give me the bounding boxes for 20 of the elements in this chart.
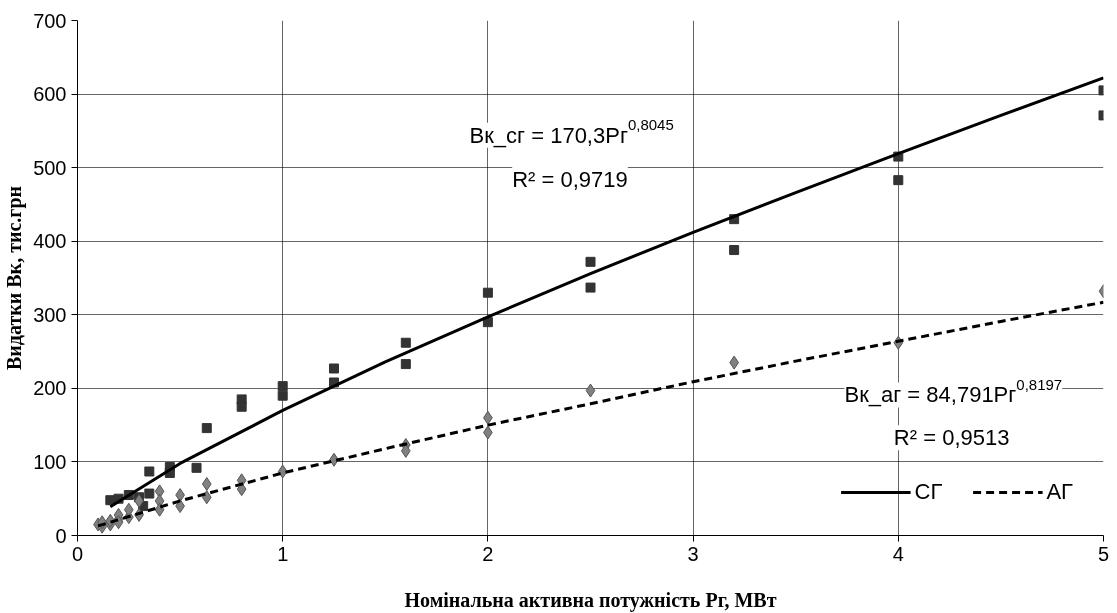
x-axis-title: Номінальна активна потужність Рг, МВт	[404, 588, 777, 612]
x-tick-label: 5	[1097, 542, 1110, 565]
x-tick-label: 2	[482, 542, 494, 565]
y-tick-label: 200	[33, 377, 67, 400]
annotation: R² = 0,9719	[512, 166, 628, 192]
y-tick-label: 500	[33, 156, 67, 179]
y-tick-label: 400	[33, 230, 67, 253]
y-tick-label: 600	[33, 83, 67, 106]
x-tick-label: 4	[892, 542, 904, 565]
legend-label: СГ	[914, 479, 943, 505]
y-tick-label: 100	[33, 450, 67, 473]
y-tick-label: 700	[33, 9, 67, 32]
legend-label: АГ	[1046, 479, 1073, 505]
y-tick-label: 300	[33, 303, 67, 326]
annotation: R² = 0,9513	[893, 425, 1010, 451]
x-tick-label: 1	[277, 542, 289, 565]
x-tick-label: 0	[71, 542, 84, 565]
y-axis-title: Видатки Вк, тис.грн	[3, 185, 27, 371]
y-tick-label: 0	[55, 524, 67, 547]
x-tick-label: 3	[687, 542, 699, 565]
